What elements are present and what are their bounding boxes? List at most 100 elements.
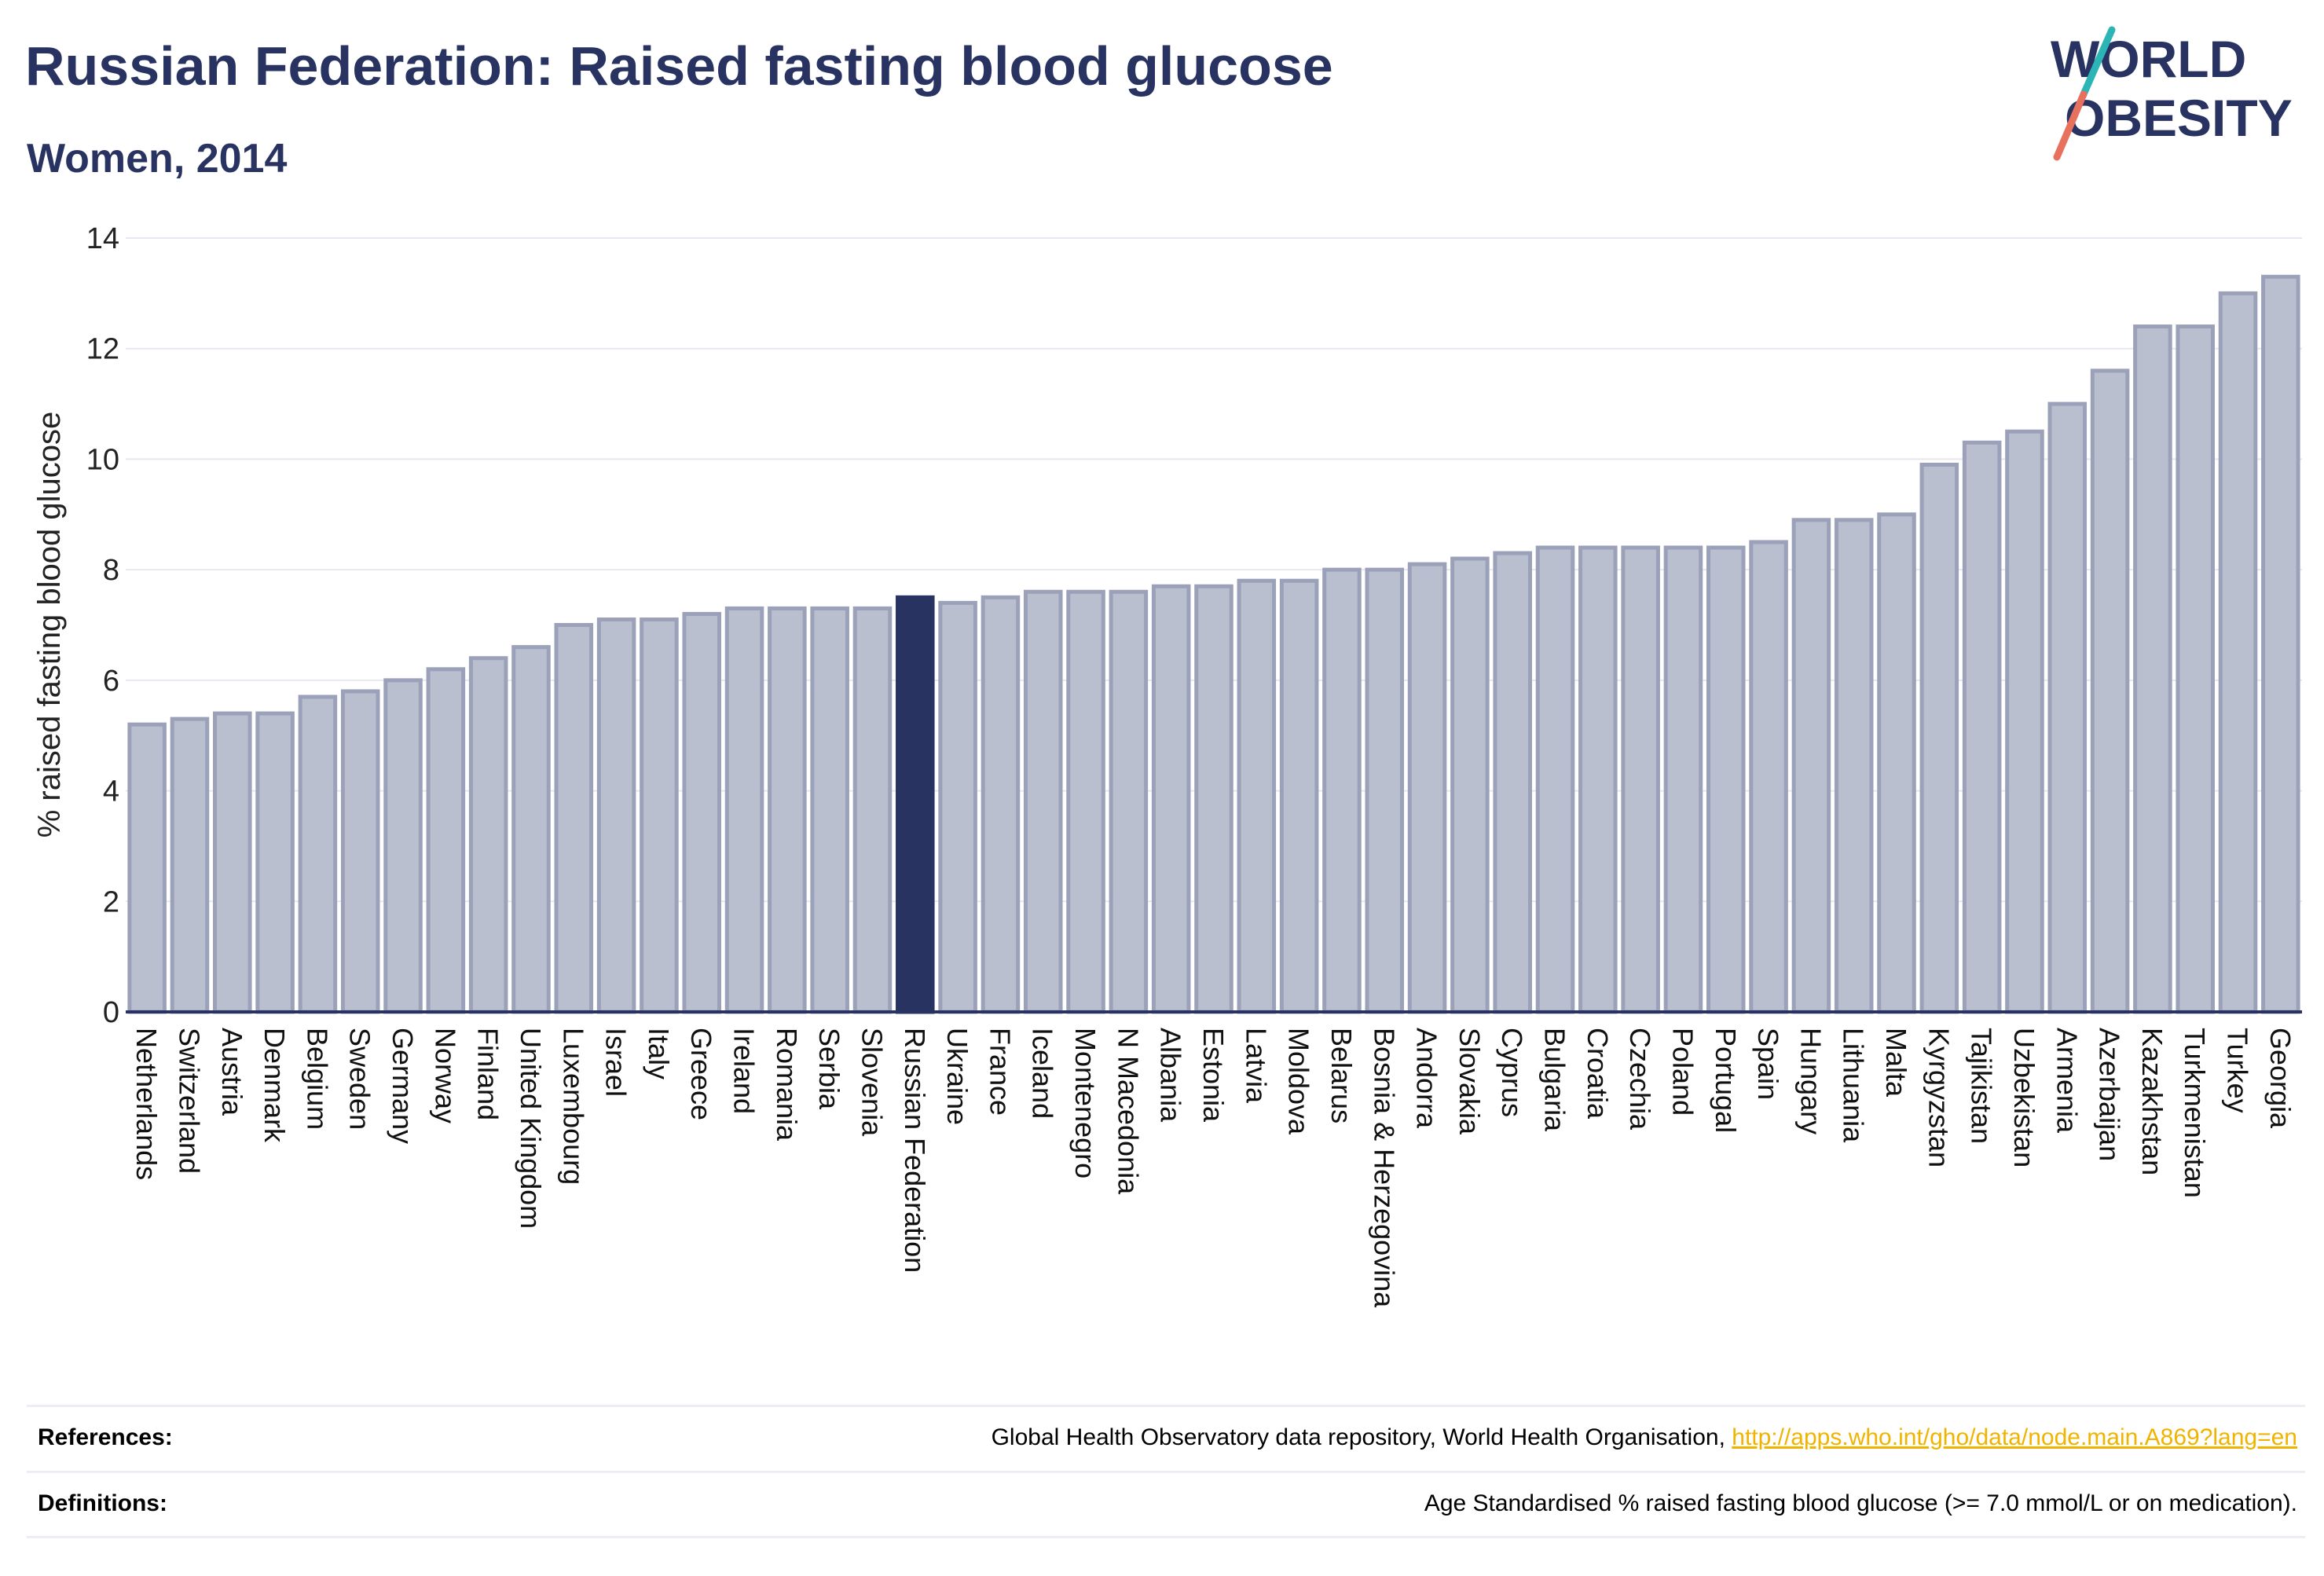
references-row: References: Global Health Observatory da… [27,1405,2305,1470]
y-tick-label: 4 [103,775,119,808]
x-tick-label: Ukraine [941,1028,973,1125]
x-tick-label: Moldova [1283,1028,1315,1135]
bar-greece [682,611,722,1014]
x-tick-label: Bulgaria [1539,1028,1571,1132]
x-tick-label: Spain [1752,1028,1784,1100]
y-tick-label: 14 [86,222,119,255]
x-tick-label: Belarus [1325,1028,1358,1123]
x-tick-label: Greece [685,1028,717,1120]
bar-tajikistan [1962,440,2002,1014]
x-tick-label: Turkey [2222,1028,2254,1113]
bar-croatia [1578,545,1618,1014]
x-tick-label: Germany [387,1028,419,1144]
bar-netherlands [127,722,167,1014]
references-text: Global Health Observatory data repositor… [991,1424,1732,1450]
bar-germany [383,678,423,1014]
bar-luxembourg [554,623,594,1014]
x-tick-label: Hungary [1794,1028,1827,1134]
bar-poland [1663,545,1703,1014]
bar-belarus [1322,567,1362,1014]
x-tick-label: Switzerland [173,1028,205,1174]
y-tick-label: 6 [103,665,119,698]
x-tick-label: Slovenia [856,1028,888,1137]
bar-iceland [1023,589,1063,1014]
bar-chart: 0 2 4 6 8 10 12 14 Netherlands Switzerland Austri… [32,222,2302,1308]
x-tick-label: Russian Federation [899,1028,931,1273]
bar-bosnia-herzegovina [1365,567,1405,1014]
references-link[interactable]: http://apps.who.int/gho/data/node.main.A… [1732,1424,2297,1450]
x-tick-label: Finland [472,1028,504,1120]
bar-slovakia [1450,556,1490,1014]
bar-united-kingdom [511,645,551,1014]
bar-bulgaria [1535,545,1575,1014]
bar-austria [213,711,252,1014]
x-tick-label: Belgium [301,1028,333,1130]
y-tick-label: 12 [86,333,119,366]
x-tick-label: Denmark [258,1028,291,1143]
bar-estonia [1194,584,1233,1014]
bar-romania [768,606,807,1014]
x-tick-label: Romania [771,1028,803,1142]
page-title: Russian Federation: Raised fasting blood… [25,35,1333,97]
bar-moldova [1279,578,1319,1014]
x-tick-label: Iceland [1027,1028,1059,1119]
bar-ukraine [938,600,977,1014]
bar-russian-federation [896,595,935,1014]
bar-uzbekistan [2005,429,2044,1014]
bar-georgia [2261,274,2300,1014]
definitions-row: Definitions: Age Standardised % raised f… [27,1471,2305,1538]
references-label: References: [38,1424,173,1450]
x-tick-label: Estonia [1197,1028,1230,1123]
x-tick-label: Croatia [1582,1028,1614,1120]
bar-turkey [2218,291,2258,1014]
x-tick-label: Slovakia [1453,1028,1486,1135]
y-tick-label: 10 [86,443,119,476]
world-obesity-logo: WORLD OBESITY [2051,26,2293,161]
x-tick-label: Azerbaijan [2094,1028,2126,1161]
x-tick-label: Israel [600,1028,632,1097]
x-tick-label: Cyprus [1496,1028,1528,1117]
bar-lithuania [1834,518,1874,1014]
bar-czechia [1621,545,1660,1014]
x-tick-label: Kyrgyzstan [1923,1028,1955,1167]
bar-latvia [1237,578,1277,1014]
bar-norway [426,667,466,1014]
references-value: Global Health Observatory data repositor… [992,1424,2297,1451]
bar-n-macedonia [1109,589,1149,1014]
x-tick-label: Poland [1666,1028,1699,1116]
bar-portugal [1706,545,1746,1014]
bar-sweden [340,689,380,1014]
page-subtitle: Women, 2014 [27,136,288,181]
x-tick-label: Austria [216,1028,248,1116]
bar-albania [1151,584,1191,1014]
bar-turkmenistan [2176,324,2215,1014]
x-tick-label: United Kingdom [515,1028,547,1229]
bar-cyprus [1493,551,1532,1014]
x-axis-labels: Netherlands Switzerland Austria Denmark Belg… [130,1028,2297,1308]
y-tick-label: 0 [103,996,119,1029]
bars [127,274,2300,1014]
x-tick-label: Malta [1880,1028,1912,1098]
bar-france [981,595,1021,1014]
x-tick-label: Kazakhstan [2136,1028,2168,1175]
bar-serbia [810,606,849,1014]
svg-text:OBESITY: OBESITY [2065,89,2293,147]
bar-kyrgyzstan [1919,462,1959,1014]
x-tick-label: Serbia [813,1028,845,1110]
bar-malta [1877,512,1916,1014]
x-tick-label: Tajikistan [1966,1028,1998,1144]
x-tick-label: Sweden [344,1028,376,1130]
x-tick-label: Armenia [2051,1028,2083,1134]
bar-azerbaijan [2090,368,2130,1014]
x-tick-label: Czechia [1624,1028,1656,1131]
x-tick-label: France [984,1028,1016,1116]
bar-armenia [2047,401,2088,1014]
x-tick-label: Bosnia & Herzegovina [1368,1028,1400,1308]
x-tick-label: Albania [1155,1028,1187,1123]
bar-denmark [255,711,295,1014]
x-tick-label: Georgia [2264,1028,2297,1129]
y-axis-ticks: 0 2 4 6 8 10 12 14 [86,222,119,1029]
bar-andorra [1407,562,1447,1014]
y-tick-label: 8 [103,554,119,587]
x-tick-label: Luxembourg [557,1028,589,1185]
